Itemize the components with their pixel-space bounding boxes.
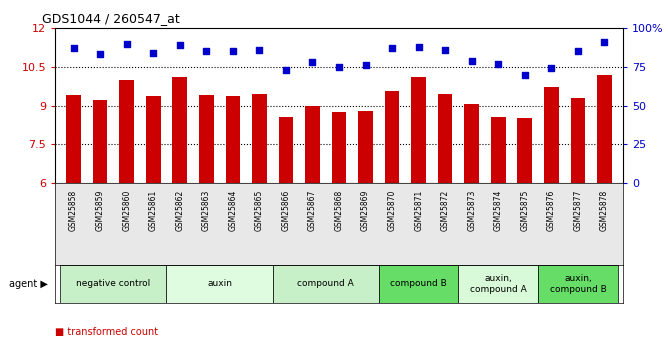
Text: GSM25866: GSM25866 <box>281 189 291 231</box>
Text: auxin: auxin <box>207 279 232 288</box>
Bar <box>379 265 458 303</box>
Point <box>599 39 610 45</box>
Bar <box>538 265 618 303</box>
Text: GSM25870: GSM25870 <box>387 189 397 231</box>
Text: ■ transformed count: ■ transformed count <box>55 327 158 337</box>
Point <box>387 46 397 51</box>
Point <box>440 47 450 52</box>
Point <box>572 49 583 54</box>
Text: negative control: negative control <box>76 279 150 288</box>
Text: GSM25861: GSM25861 <box>149 189 158 231</box>
Point <box>122 41 132 46</box>
Point <box>307 59 318 65</box>
Text: GSM25867: GSM25867 <box>308 189 317 231</box>
Bar <box>273 265 379 303</box>
Bar <box>491 117 506 183</box>
Text: GSM25877: GSM25877 <box>573 189 582 231</box>
Bar <box>358 111 373 183</box>
Bar <box>199 95 214 183</box>
Text: GSM25871: GSM25871 <box>414 189 423 231</box>
Point <box>201 49 212 54</box>
Bar <box>518 118 532 183</box>
Text: GSM25859: GSM25859 <box>96 189 105 231</box>
Text: auxin,
compound A: auxin, compound A <box>470 274 526 294</box>
Text: GSM25876: GSM25876 <box>547 189 556 231</box>
Text: GSM25865: GSM25865 <box>255 189 264 231</box>
Point <box>228 49 238 54</box>
Point <box>148 50 158 56</box>
Bar <box>93 100 108 183</box>
Bar <box>305 106 320 183</box>
Text: GSM25874: GSM25874 <box>494 189 503 231</box>
Text: GSM25864: GSM25864 <box>228 189 237 231</box>
Bar <box>597 75 612 183</box>
Bar <box>279 117 293 183</box>
Bar <box>385 91 399 183</box>
Text: GSM25875: GSM25875 <box>520 189 529 231</box>
Bar <box>226 97 240 183</box>
Bar <box>120 80 134 183</box>
Point <box>546 66 556 71</box>
Bar <box>464 104 479 183</box>
Bar <box>544 87 558 183</box>
Text: GSM25872: GSM25872 <box>441 189 450 231</box>
Text: GDS1044 / 260547_at: GDS1044 / 260547_at <box>41 11 180 24</box>
Point <box>281 67 291 72</box>
Bar <box>146 97 160 183</box>
Text: GSM25873: GSM25873 <box>467 189 476 231</box>
Bar <box>172 77 187 183</box>
Text: compound A: compound A <box>297 279 354 288</box>
Bar <box>166 265 273 303</box>
Point <box>493 61 504 66</box>
Bar <box>458 265 538 303</box>
Point <box>254 47 265 52</box>
Point <box>413 44 424 49</box>
Bar <box>570 98 585 183</box>
Bar <box>332 112 346 183</box>
Bar <box>411 77 426 183</box>
Bar <box>252 94 267 183</box>
Text: GSM25860: GSM25860 <box>122 189 131 231</box>
Text: auxin,
compound B: auxin, compound B <box>550 274 607 294</box>
Text: compound B: compound B <box>390 279 447 288</box>
Text: GSM25869: GSM25869 <box>361 189 370 231</box>
Point <box>333 64 344 69</box>
Bar <box>66 95 81 183</box>
Point <box>466 58 477 63</box>
Point <box>520 72 530 77</box>
Text: GSM25862: GSM25862 <box>175 189 184 231</box>
Text: GSM25868: GSM25868 <box>335 189 343 231</box>
Point <box>95 52 106 57</box>
Bar <box>60 265 166 303</box>
Text: GSM25858: GSM25858 <box>69 189 78 231</box>
Point <box>174 42 185 48</box>
Text: agent ▶: agent ▶ <box>9 279 48 289</box>
Point <box>68 46 79 51</box>
Text: GSM25878: GSM25878 <box>600 189 609 231</box>
Bar <box>438 94 452 183</box>
Point <box>360 62 371 68</box>
Text: GSM25863: GSM25863 <box>202 189 211 231</box>
